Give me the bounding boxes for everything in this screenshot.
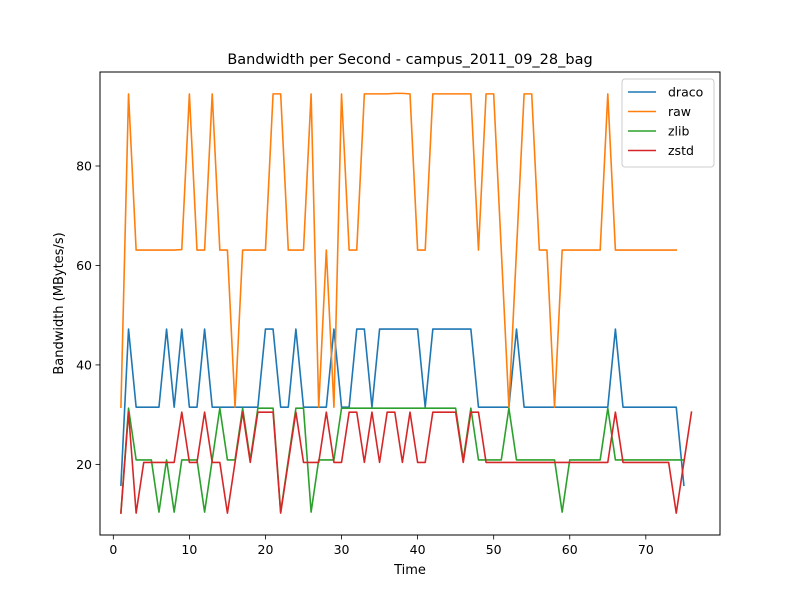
series-line-zlib [120, 407, 685, 513]
x-tick-label: 20 [258, 542, 274, 557]
x-tick-label: 10 [181, 542, 197, 557]
chart-title: Bandwidth per Second - campus_2011_09_28… [227, 52, 592, 68]
x-tick-label: 30 [334, 542, 350, 557]
plot-area [99, 71, 721, 536]
series-line-zstd [120, 411, 693, 514]
y-axis-ticks: 20 40 60 80 [76, 158, 100, 472]
legend-label-zstd: zstd [668, 143, 694, 158]
legend-label-draco: draco [668, 85, 703, 100]
legend-box [621, 78, 715, 168]
y-axis-label: Bandwidth (MBytes/s) [52, 232, 67, 374]
x-tick-label: 0 [109, 542, 117, 557]
y-tick-label: 60 [76, 258, 92, 273]
y-tick-label: 40 [76, 357, 92, 372]
series-line-draco [120, 328, 685, 487]
y-tick-label: 80 [76, 158, 92, 173]
x-tick-label: 70 [638, 542, 654, 557]
legend-label-raw: raw [668, 104, 691, 119]
x-axis-label: Time [393, 563, 426, 578]
series-layer [120, 92, 693, 514]
x-tick-label: 60 [562, 542, 578, 557]
series-line-raw [120, 92, 678, 409]
x-tick-label: 40 [410, 542, 426, 557]
y-tick-label: 20 [76, 457, 92, 472]
plot-background [100, 72, 720, 535]
legend: draco raw zlib zstd [621, 78, 715, 168]
plot-frame [99, 71, 721, 536]
legend-items: draco raw zlib zstd [628, 85, 703, 158]
legend-label-zlib: zlib [668, 124, 690, 139]
x-axis-ticks: 0 10 20 30 40 50 60 70 [109, 535, 654, 557]
x-tick-label: 50 [486, 542, 502, 557]
